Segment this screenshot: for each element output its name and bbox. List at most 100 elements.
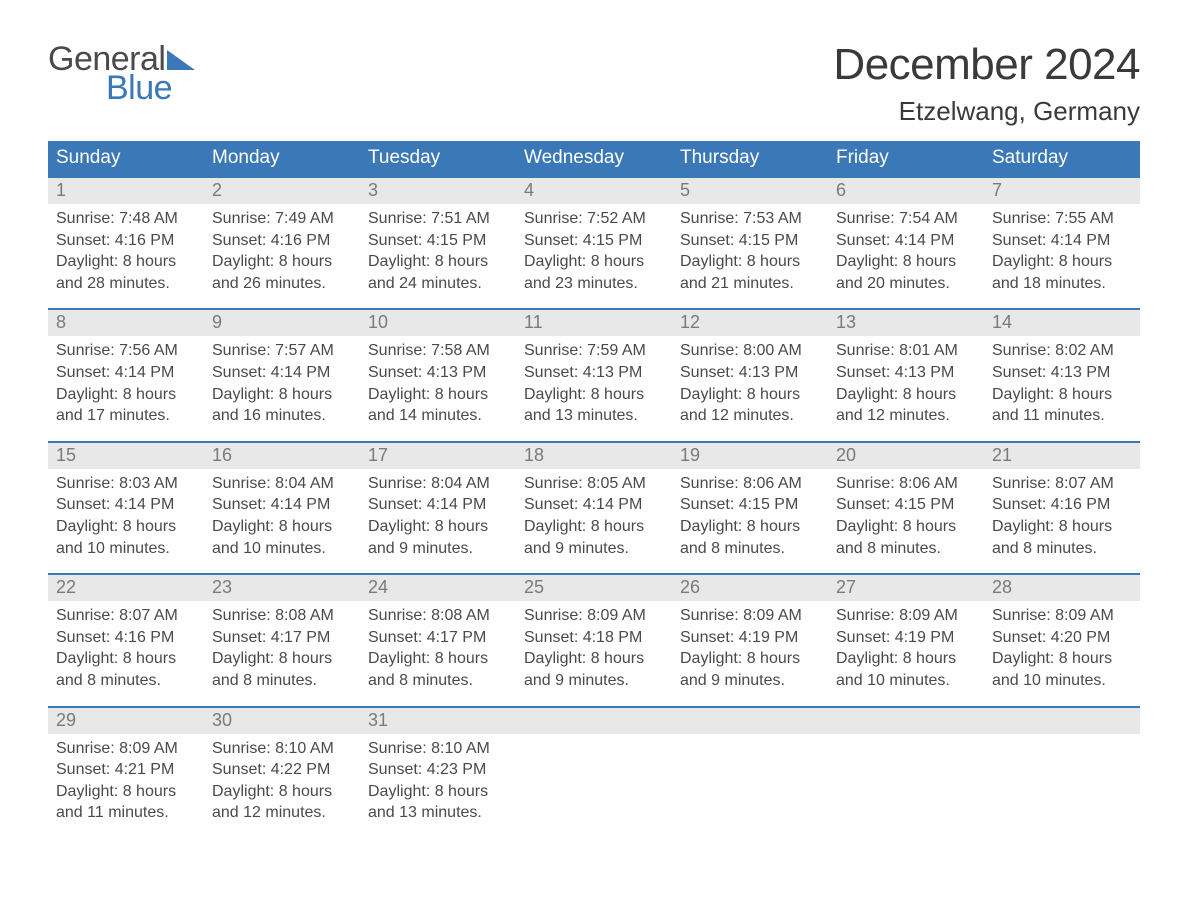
sunrise-line: Sunrise: 8:00 AM (680, 340, 820, 362)
sunset-line: Sunset: 4:21 PM (56, 759, 196, 781)
daylight-line: Daylight: 8 hours (368, 781, 508, 803)
day-number: 4 (516, 178, 672, 204)
sunset-line: Sunset: 4:22 PM (212, 759, 352, 781)
day-body: Sunrise: 8:08 AMSunset: 4:17 PMDaylight:… (204, 601, 360, 691)
day-number: 29 (48, 708, 204, 734)
daylight-line: and 11 minutes. (56, 802, 196, 824)
daylight-line: and 8 minutes. (836, 538, 976, 560)
daylight-line: and 13 minutes. (524, 405, 664, 427)
daylight-line: and 10 minutes. (992, 670, 1132, 692)
daylight-line: and 9 minutes. (524, 670, 664, 692)
sunrise-line: Sunrise: 8:04 AM (368, 473, 508, 495)
day-cell (672, 708, 828, 838)
daylight-line: and 21 minutes. (680, 273, 820, 295)
day-body: Sunrise: 7:57 AMSunset: 4:14 PMDaylight:… (204, 336, 360, 426)
calendar: Sunday Monday Tuesday Wednesday Thursday… (48, 141, 1140, 838)
day-number: 13 (828, 310, 984, 336)
day-number (672, 708, 828, 734)
day-number: 22 (48, 575, 204, 601)
day-cell: 10Sunrise: 7:58 AMSunset: 4:13 PMDayligh… (360, 310, 516, 440)
day-cell: 8Sunrise: 7:56 AMSunset: 4:14 PMDaylight… (48, 310, 204, 440)
daylight-line: Daylight: 8 hours (368, 516, 508, 538)
daylight-line: and 14 minutes. (368, 405, 508, 427)
day-number: 8 (48, 310, 204, 336)
sunset-line: Sunset: 4:14 PM (212, 494, 352, 516)
day-cell (828, 708, 984, 838)
dow-header-row: Sunday Monday Tuesday Wednesday Thursday… (48, 141, 1140, 176)
day-body: Sunrise: 8:09 AMSunset: 4:20 PMDaylight:… (984, 601, 1140, 691)
day-cell: 20Sunrise: 8:06 AMSunset: 4:15 PMDayligh… (828, 443, 984, 573)
daylight-line: and 12 minutes. (836, 405, 976, 427)
daylight-line: and 13 minutes. (368, 802, 508, 824)
day-body: Sunrise: 8:07 AMSunset: 4:16 PMDaylight:… (48, 601, 204, 691)
day-number: 9 (204, 310, 360, 336)
day-body: Sunrise: 7:58 AMSunset: 4:13 PMDaylight:… (360, 336, 516, 426)
daylight-line: Daylight: 8 hours (680, 648, 820, 670)
day-cell: 31Sunrise: 8:10 AMSunset: 4:23 PMDayligh… (360, 708, 516, 838)
daylight-line: Daylight: 8 hours (56, 648, 196, 670)
weeks-container: 1Sunrise: 7:48 AMSunset: 4:16 PMDaylight… (48, 176, 1140, 838)
day-number: 30 (204, 708, 360, 734)
day-number: 3 (360, 178, 516, 204)
dow-cell: Saturday (984, 141, 1140, 176)
sunset-line: Sunset: 4:19 PM (836, 627, 976, 649)
sunset-line: Sunset: 4:16 PM (992, 494, 1132, 516)
day-number: 20 (828, 443, 984, 469)
day-body: Sunrise: 8:09 AMSunset: 4:18 PMDaylight:… (516, 601, 672, 691)
dow-cell: Tuesday (360, 141, 516, 176)
header: General Blue December 2024 Etzelwang, Ge… (48, 40, 1140, 127)
sunset-line: Sunset: 4:14 PM (56, 362, 196, 384)
daylight-line: Daylight: 8 hours (56, 251, 196, 273)
day-body: Sunrise: 8:05 AMSunset: 4:14 PMDaylight:… (516, 469, 672, 559)
day-body: Sunrise: 7:55 AMSunset: 4:14 PMDaylight:… (984, 204, 1140, 294)
daylight-line: Daylight: 8 hours (368, 251, 508, 273)
sunrise-line: Sunrise: 8:09 AM (524, 605, 664, 627)
daylight-line: Daylight: 8 hours (836, 251, 976, 273)
sunset-line: Sunset: 4:13 PM (368, 362, 508, 384)
day-body: Sunrise: 8:08 AMSunset: 4:17 PMDaylight:… (360, 601, 516, 691)
day-number: 28 (984, 575, 1140, 601)
sunrise-line: Sunrise: 7:59 AM (524, 340, 664, 362)
location-subtitle: Etzelwang, Germany (833, 96, 1140, 127)
dow-cell: Friday (828, 141, 984, 176)
day-body: Sunrise: 7:54 AMSunset: 4:14 PMDaylight:… (828, 204, 984, 294)
daylight-line: Daylight: 8 hours (992, 384, 1132, 406)
sunset-line: Sunset: 4:13 PM (524, 362, 664, 384)
day-cell: 12Sunrise: 8:00 AMSunset: 4:13 PMDayligh… (672, 310, 828, 440)
daylight-line: Daylight: 8 hours (212, 781, 352, 803)
sunset-line: Sunset: 4:19 PM (680, 627, 820, 649)
sunrise-line: Sunrise: 8:07 AM (992, 473, 1132, 495)
sunrise-line: Sunrise: 8:01 AM (836, 340, 976, 362)
day-body: Sunrise: 8:01 AMSunset: 4:13 PMDaylight:… (828, 336, 984, 426)
sunset-line: Sunset: 4:16 PM (56, 627, 196, 649)
day-body: Sunrise: 8:09 AMSunset: 4:19 PMDaylight:… (828, 601, 984, 691)
day-cell: 18Sunrise: 8:05 AMSunset: 4:14 PMDayligh… (516, 443, 672, 573)
daylight-line: Daylight: 8 hours (992, 516, 1132, 538)
day-cell: 30Sunrise: 8:10 AMSunset: 4:22 PMDayligh… (204, 708, 360, 838)
day-cell: 13Sunrise: 8:01 AMSunset: 4:13 PMDayligh… (828, 310, 984, 440)
sunrise-line: Sunrise: 8:03 AM (56, 473, 196, 495)
sunset-line: Sunset: 4:15 PM (836, 494, 976, 516)
day-body: Sunrise: 8:10 AMSunset: 4:22 PMDaylight:… (204, 734, 360, 824)
logo-text-blue: Blue (106, 69, 195, 108)
day-cell: 3Sunrise: 7:51 AMSunset: 4:15 PMDaylight… (360, 178, 516, 308)
day-number: 14 (984, 310, 1140, 336)
day-number: 2 (204, 178, 360, 204)
sunrise-line: Sunrise: 8:02 AM (992, 340, 1132, 362)
day-cell: 1Sunrise: 7:48 AMSunset: 4:16 PMDaylight… (48, 178, 204, 308)
sunset-line: Sunset: 4:14 PM (368, 494, 508, 516)
day-body: Sunrise: 7:56 AMSunset: 4:14 PMDaylight:… (48, 336, 204, 426)
daylight-line: Daylight: 8 hours (56, 384, 196, 406)
daylight-line: and 10 minutes. (836, 670, 976, 692)
day-body: Sunrise: 7:53 AMSunset: 4:15 PMDaylight:… (672, 204, 828, 294)
day-body: Sunrise: 8:04 AMSunset: 4:14 PMDaylight:… (360, 469, 516, 559)
day-number: 21 (984, 443, 1140, 469)
sunset-line: Sunset: 4:13 PM (836, 362, 976, 384)
daylight-line: and 8 minutes. (212, 670, 352, 692)
sunrise-line: Sunrise: 7:53 AM (680, 208, 820, 230)
sunrise-line: Sunrise: 8:04 AM (212, 473, 352, 495)
day-cell: 27Sunrise: 8:09 AMSunset: 4:19 PMDayligh… (828, 575, 984, 705)
sunrise-line: Sunrise: 7:57 AM (212, 340, 352, 362)
sunset-line: Sunset: 4:18 PM (524, 627, 664, 649)
day-number: 6 (828, 178, 984, 204)
